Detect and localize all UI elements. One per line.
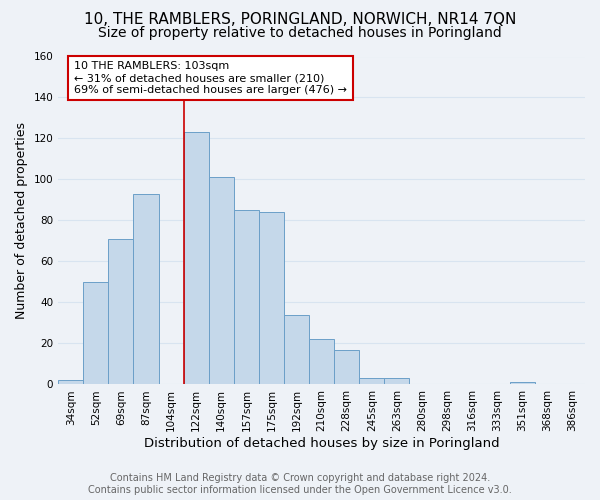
Bar [209,178,234,384]
Bar [109,239,133,384]
Bar [385,378,409,384]
Bar [259,212,284,384]
Bar [133,194,158,384]
Bar [309,340,334,384]
X-axis label: Distribution of detached houses by size in Poringland: Distribution of detached houses by size … [144,437,499,450]
Bar [58,380,83,384]
Text: 10 THE RAMBLERS: 103sqm
← 31% of detached houses are smaller (210)
69% of semi-d: 10 THE RAMBLERS: 103sqm ← 31% of detache… [74,62,347,94]
Bar [184,132,209,384]
Text: Size of property relative to detached houses in Poringland: Size of property relative to detached ho… [98,26,502,40]
Bar [359,378,385,384]
Y-axis label: Number of detached properties: Number of detached properties [15,122,28,319]
Bar [334,350,359,384]
Text: Contains HM Land Registry data © Crown copyright and database right 2024.
Contai: Contains HM Land Registry data © Crown c… [88,474,512,495]
Bar [284,315,309,384]
Bar [83,282,109,384]
Bar [510,382,535,384]
Bar [234,210,259,384]
Text: 10, THE RAMBLERS, PORINGLAND, NORWICH, NR14 7QN: 10, THE RAMBLERS, PORINGLAND, NORWICH, N… [84,12,516,28]
